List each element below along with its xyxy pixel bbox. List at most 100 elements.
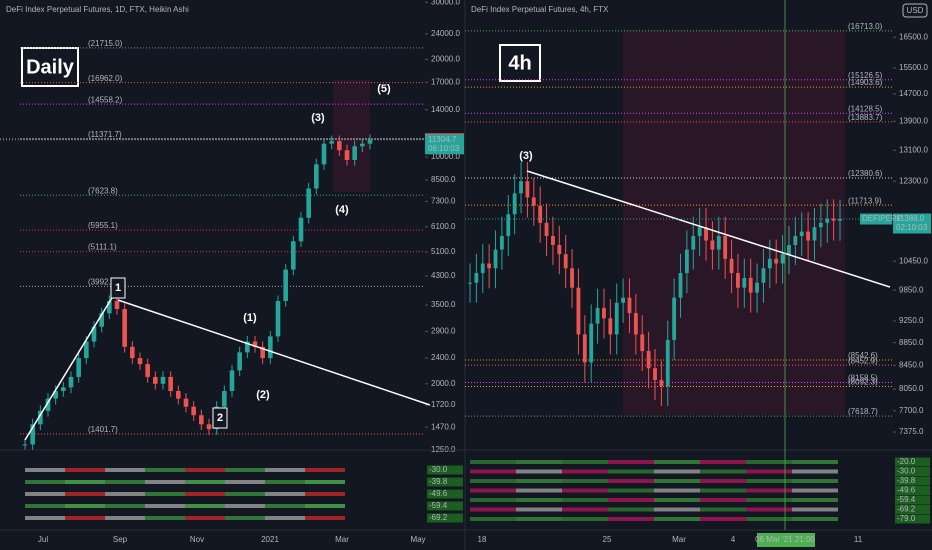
wave-label: 1 <box>115 282 121 294</box>
candle <box>191 406 196 416</box>
y-tick-label: 9850.0 <box>899 285 924 294</box>
candle <box>137 358 143 365</box>
osc-bar <box>65 504 105 508</box>
currency-label: USD <box>907 6 924 15</box>
osc-bar <box>105 468 145 472</box>
candle <box>38 410 43 425</box>
candle <box>729 258 734 274</box>
osc-bar <box>700 488 746 493</box>
trendline <box>117 299 431 406</box>
osc-tag <box>427 513 463 523</box>
x-tick-label: 18 <box>478 535 487 544</box>
osc-label: -39.8 <box>429 477 448 486</box>
y-tick-label: 24000.0 <box>431 29 460 38</box>
y-tick-label: 15500.0 <box>899 63 928 72</box>
candle <box>283 269 288 301</box>
osc-bar <box>25 480 65 484</box>
candle <box>306 188 311 218</box>
osc-bar <box>25 504 65 508</box>
badge-box <box>499 44 541 82</box>
osc-bar <box>792 488 838 493</box>
osc-label: -59.4 <box>429 501 448 510</box>
y-tick-label: 1470.0 <box>431 422 456 431</box>
osc-bar <box>305 492 345 496</box>
highlight-box <box>333 80 370 192</box>
y-tick-label: 4300.0 <box>431 271 456 280</box>
osc-tag <box>427 501 463 511</box>
candle <box>787 245 791 255</box>
osc-bar <box>608 498 654 502</box>
level-label: (15126.5) <box>848 71 883 80</box>
osc-label: -30.0 <box>897 467 916 476</box>
osc-label: -20.0 <box>897 457 916 466</box>
wave-label: (1) <box>243 312 257 324</box>
candle <box>199 415 204 425</box>
osc-bar <box>700 517 746 521</box>
candle <box>557 245 562 255</box>
wave-label: (5) <box>377 83 391 95</box>
level-label: (8542.6) <box>848 351 878 360</box>
osc-bar <box>792 460 838 464</box>
candle <box>595 307 600 324</box>
osc-bar <box>305 468 345 472</box>
osc-tag <box>895 495 930 505</box>
level-label: (5955.1) <box>88 221 118 230</box>
osc-bar <box>608 517 654 521</box>
y-tick-label: 9250.0 <box>899 316 924 325</box>
trendline <box>24 287 119 441</box>
osc-bar <box>792 507 838 512</box>
candle <box>761 268 766 283</box>
osc-bar <box>470 460 516 464</box>
osc-bar <box>145 480 185 484</box>
candle <box>468 282 472 284</box>
osc-bar <box>746 498 792 502</box>
candle <box>53 391 58 399</box>
candle <box>633 313 638 335</box>
candle <box>245 341 250 353</box>
candle <box>76 358 81 377</box>
y-tick-label: 17000.0 <box>431 77 460 86</box>
level-label: (7618.7) <box>848 407 878 416</box>
osc-bar <box>65 516 105 520</box>
osc-bar <box>516 498 562 502</box>
level-label: (16962.0) <box>88 74 123 83</box>
osc-bar <box>516 479 562 483</box>
candle <box>576 287 581 335</box>
y-tick-label: 30000.0 <box>431 0 460 6</box>
osc-bar <box>105 492 145 496</box>
osc-bar <box>185 480 225 484</box>
wave-box <box>212 407 228 429</box>
osc-bar <box>305 516 345 520</box>
candle <box>602 307 606 319</box>
osc-bar <box>516 507 562 512</box>
candle <box>268 336 273 359</box>
y-tick-label: 14000.0 <box>431 105 460 114</box>
candle <box>653 368 657 381</box>
osc-bar <box>470 517 516 521</box>
price-tag-label: 11388.0 <box>896 214 925 223</box>
candle <box>767 258 772 269</box>
panel-title: DeFi Index Perpetual Futures, 4h, FTX <box>471 5 609 14</box>
y-tick-label: 10000.0 <box>431 152 460 161</box>
candle <box>107 300 112 314</box>
level-label: (12380.6) <box>848 169 883 178</box>
candle <box>337 141 342 151</box>
x-tick-label: Sep <box>113 535 128 544</box>
y-tick-label: 13100.0 <box>899 145 928 154</box>
osc-tag <box>895 467 930 476</box>
level-label: (14128.5) <box>848 104 883 113</box>
candle <box>344 150 350 160</box>
osc-label: -30.0 <box>429 465 448 474</box>
level-label: (13883.7) <box>848 113 883 122</box>
osc-bar <box>305 480 345 484</box>
candle <box>22 444 28 446</box>
wave-label: (3) <box>311 112 325 124</box>
currency-button[interactable] <box>902 3 928 18</box>
osc-bar <box>562 460 608 464</box>
panel-title: DeFi Index Perpetual Futures, 1D, FTX, H… <box>6 5 189 14</box>
osc-bar <box>470 498 516 502</box>
osc-bar <box>145 516 185 520</box>
candle <box>252 341 258 347</box>
osc-bar <box>654 488 700 493</box>
osc-bar <box>265 516 305 520</box>
